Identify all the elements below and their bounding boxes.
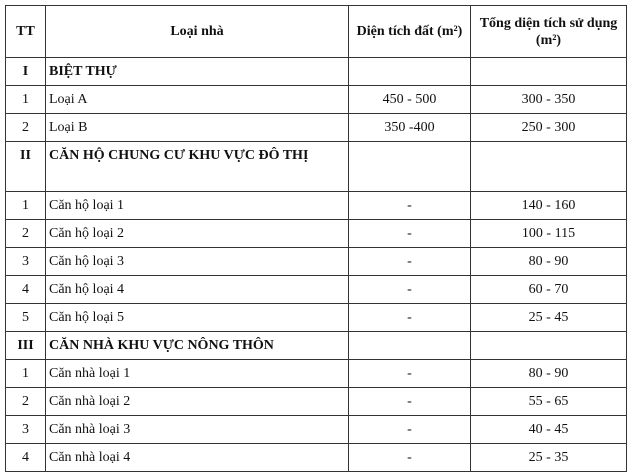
- total-area: 25 - 45: [470, 303, 627, 332]
- land-area: -: [348, 443, 471, 472]
- total-area: 55 - 65: [470, 387, 627, 416]
- house-type: Căn nhà loại 1: [45, 359, 349, 388]
- row-number: 4: [5, 275, 46, 304]
- land-area: -: [348, 359, 471, 388]
- row-number: 1: [5, 359, 46, 388]
- row-number: 2: [5, 113, 46, 142]
- row-number: 4: [5, 443, 46, 472]
- header-tt: TT: [5, 5, 46, 58]
- empty-cell: [348, 141, 471, 192]
- house-type: Căn nhà loại 2: [45, 387, 349, 416]
- section-row: II CĂN HỘ CHUNG CƯ KHU VỰC ĐÔ THỊ: [5, 141, 627, 192]
- table-row: 1 Loại A 450 - 500 300 - 350: [5, 85, 627, 114]
- total-area: 250 - 300: [470, 113, 627, 142]
- section-row: I BIỆT THỰ: [5, 57, 627, 86]
- house-type: Căn nhà loại 4: [45, 443, 349, 472]
- land-area: -: [348, 275, 471, 304]
- table-row: 2 Loại B 350 -400 250 - 300: [5, 113, 627, 142]
- table-row: 2 Căn hộ loại 2-100 - 115: [5, 219, 627, 248]
- house-type: Căn hộ loại 5: [45, 303, 349, 332]
- header-row: TT Loại nhà Diện tích đất (m²) Tổng diện…: [5, 5, 627, 58]
- total-area: 80 - 90: [470, 359, 627, 388]
- land-area: -: [348, 387, 471, 416]
- section-number: II: [5, 141, 46, 192]
- house-type: Căn nhà loại 3: [45, 415, 349, 444]
- empty-cell: [470, 57, 627, 86]
- header-total-area: Tổng diện tích sử dụng (m²): [470, 5, 627, 58]
- row-number: 2: [5, 387, 46, 416]
- row-number: 5: [5, 303, 46, 332]
- row-number: 1: [5, 191, 46, 220]
- section-title: CĂN NHÀ KHU VỰC NÔNG THÔN: [45, 331, 349, 360]
- total-area: 80 - 90: [470, 247, 627, 276]
- table-row: 3 Căn nhà loại 3-40 - 45: [5, 415, 627, 444]
- land-area: -: [348, 191, 471, 220]
- header-land-area: Diện tích đất (m²): [348, 5, 471, 58]
- empty-cell: [348, 57, 471, 86]
- table-row: 4 Căn hộ loại 4-60 - 70: [5, 275, 627, 304]
- row-number: 2: [5, 219, 46, 248]
- total-area: 100 - 115: [470, 219, 627, 248]
- house-type: Loại A: [45, 85, 349, 114]
- empty-cell: [470, 141, 627, 192]
- header-type: Loại nhà: [45, 5, 349, 58]
- land-area: 450 - 500: [348, 85, 471, 114]
- table-row: 2 Căn nhà loại 2-55 - 65: [5, 387, 627, 416]
- section-title: CĂN HỘ CHUNG CƯ KHU VỰC ĐÔ THỊ: [45, 141, 349, 192]
- table-row: 1 Căn nhà loại 1-80 - 90: [5, 359, 627, 388]
- section-number: I: [5, 57, 46, 86]
- land-area: -: [348, 247, 471, 276]
- table-body: I BIỆT THỰ 1 Loại A 450 - 500 300 - 350 2 Loại …: [5, 57, 627, 472]
- house-type: Loại B: [45, 113, 349, 142]
- house-type: Căn hộ loại 3: [45, 247, 349, 276]
- land-area: -: [348, 303, 471, 332]
- row-number: 1: [5, 85, 46, 114]
- section-title: BIỆT THỰ: [45, 57, 349, 86]
- total-area: 140 - 160: [470, 191, 627, 220]
- total-area: 300 - 350: [470, 85, 627, 114]
- table-row: 3 Căn hộ loại 3-80 - 90: [5, 247, 627, 276]
- housing-area-table: TT Loại nhà Diện tích đất (m²) Tổng diện…: [5, 5, 627, 472]
- land-area: -: [348, 415, 471, 444]
- total-area: 25 - 35: [470, 443, 627, 472]
- house-type: Căn hộ loại 2: [45, 219, 349, 248]
- table-row: 4 Căn nhà loại 4-25 - 35: [5, 443, 627, 472]
- house-type: Căn hộ loại 4: [45, 275, 349, 304]
- table-row: 1 Căn hộ loại 1-140 - 160: [5, 191, 627, 220]
- empty-cell: [470, 331, 627, 360]
- row-number: 3: [5, 415, 46, 444]
- land-area: -: [348, 219, 471, 248]
- table-row: 5 Căn hộ loại 5-25 - 45: [5, 303, 627, 332]
- section-row: III CĂN NHÀ KHU VỰC NÔNG THÔN: [5, 331, 627, 360]
- house-type: Căn hộ loại 1: [45, 191, 349, 220]
- land-area: 350 -400: [348, 113, 471, 142]
- row-number: 3: [5, 247, 46, 276]
- total-area: 60 - 70: [470, 275, 627, 304]
- section-number: III: [5, 331, 46, 360]
- total-area: 40 - 45: [470, 415, 627, 444]
- empty-cell: [348, 331, 471, 360]
